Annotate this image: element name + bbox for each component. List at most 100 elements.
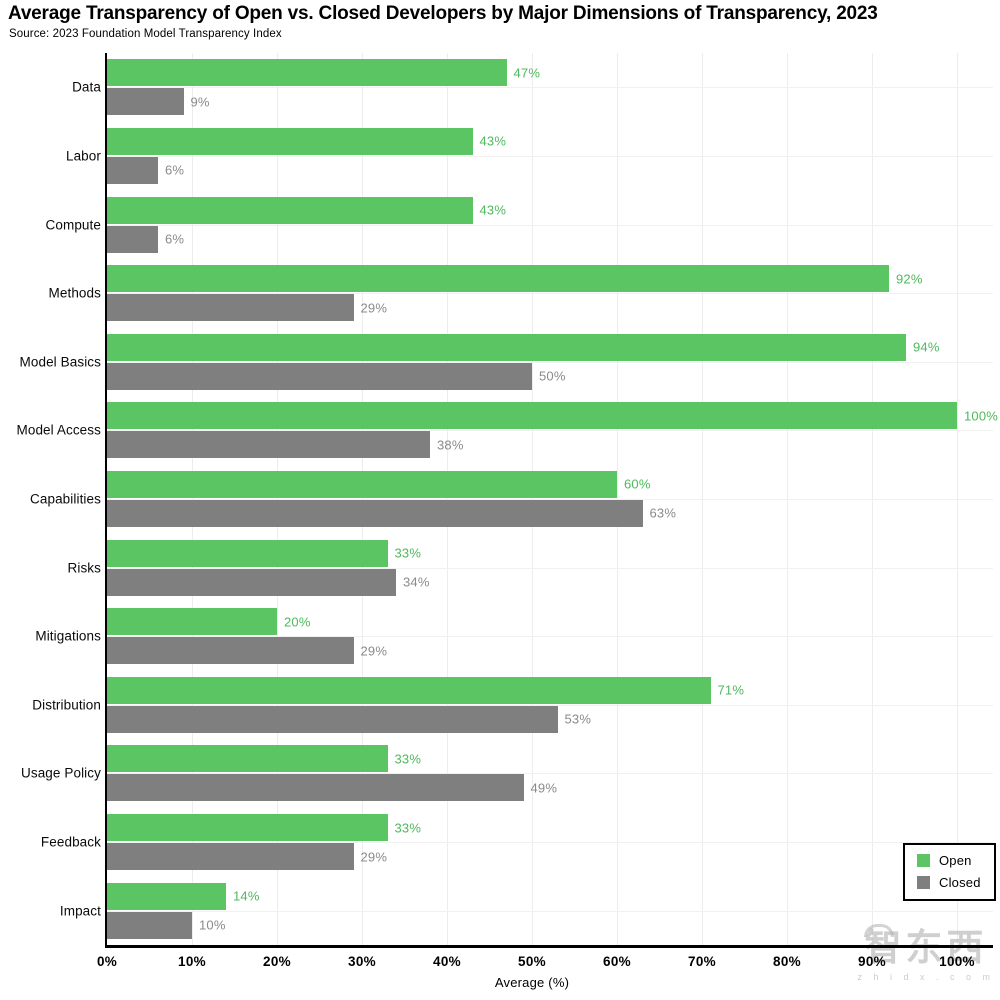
category-label: Capabilities [30,491,101,507]
legend-label: Closed [939,875,981,890]
bar-closed: 53% [107,705,591,733]
value-label: 33% [394,751,422,767]
bar-open: 43% [107,127,506,155]
x-tick-label: 100% [939,954,975,969]
value-label: 6% [165,231,185,247]
horizontal-gridline [107,430,993,432]
horizontal-gridline [107,636,993,638]
bar-open: 43% [107,196,506,224]
x-axis-line [105,945,993,948]
bar-group: 100% 38% [107,396,998,465]
bar-open: 100% [107,402,998,430]
bar-group: 71% 53% [107,671,993,740]
plot-area: 47% 9% 43% 6% 43% 6% 92% 29% 94% 50% 100% 38% 60% 63%… [105,53,998,948]
bars-stack: 43% 6% [107,127,993,184]
value-label: 47% [513,65,541,81]
horizontal-gridline [107,842,993,844]
value-label: 92% [896,271,923,287]
bar-closed: 63% [107,499,676,527]
bar-open: 33% [107,814,421,842]
value-label: 50% [539,368,566,384]
x-tick-label: 60% [603,954,631,969]
bar-open: 33% [107,745,421,773]
bar-group: 92% 29% [107,259,993,328]
bar-group: 33% 49% [107,739,993,808]
horizontal-gridline [107,361,993,363]
bar-group: 60% 63% [107,465,993,534]
value-label: 43% [479,202,507,218]
bars-stack: 43% 6% [107,196,993,253]
bar-group: 14% 10% [107,876,993,945]
bar-open: 14% [107,882,259,910]
bar-closed: 49% [107,774,557,802]
value-label: 53% [564,711,592,727]
legend-swatch-icon [917,854,930,867]
x-axis-title: Average (%) [494,975,570,990]
horizontal-gridline [107,773,993,775]
watermark-subtext: z h i d x . c o m [857,972,995,982]
category-label: Labor [65,148,101,164]
horizontal-gridline [107,910,993,912]
value-label: 71% [717,682,745,698]
bars-stack: 47% 9% [107,59,993,116]
value-label: 6% [165,162,185,178]
bar-group: 94% 50% [107,327,993,396]
value-label: 9% [190,94,210,110]
value-label: 33% [394,545,422,561]
bars-stack: 100% 38% [107,402,998,459]
bar-open: 20% [107,608,310,636]
bar-group: 43% 6% [107,190,993,259]
x-tick-label: 50% [518,954,546,969]
category-label: Distribution [32,697,101,713]
value-label: 29% [360,300,388,316]
horizontal-gridline [107,224,993,226]
x-tick-label: 70% [688,954,716,969]
x-tick-label: 30% [348,954,376,969]
value-label: 29% [360,849,388,865]
x-tick-label: 10% [178,954,206,969]
horizontal-gridline [107,567,993,569]
category-label: Usage Policy [21,765,101,781]
y-axis-line [105,53,107,945]
category-labels-column: Data Labor Compute Methods Model Basics Model… [0,53,104,945]
bar-open: 60% [107,470,650,498]
bars-stack: 33% 49% [107,745,993,802]
bar-closed: 29% [107,637,387,665]
x-tick-label: 20% [263,954,291,969]
category-label: Impact [59,903,101,919]
horizontal-gridline [107,293,993,295]
category-label: Compute [45,217,101,233]
bar-open: 47% [107,59,540,87]
bars-stack: 92% 29% [107,265,993,322]
horizontal-gridline [107,499,993,500]
category-label: Model Basics [19,354,101,370]
legend-item-open: Open [917,853,984,868]
bar-closed: 50% [107,362,565,390]
value-label: 49% [530,780,558,796]
bar-closed: 10% [107,911,225,939]
x-tick-label: 40% [433,954,461,969]
bar-group: 43% 6% [107,122,993,191]
value-label: 34% [403,574,430,590]
category-label: Risks [67,560,101,576]
bar-closed: 38% [107,431,463,459]
horizontal-gridline [107,87,993,89]
x-tick-label: 90% [858,954,886,969]
legend: Open Closed [903,843,996,901]
category-label: Model Access [16,422,101,438]
value-label: 38% [437,437,464,453]
bars-stack: 33% 34% [107,539,993,596]
bar-closed: 6% [107,156,184,184]
bars-stack: 60% 63% [107,470,993,527]
x-axis-ticks: 0% 10% 20% 30% 40% 50% 60% 70% 80% 90% 100% [0,954,1000,972]
value-label: 100% [964,408,999,424]
value-label: 94% [913,339,940,355]
bar-open: 94% [107,333,939,361]
value-label: 10% [199,917,226,933]
bars-stack: 94% 50% [107,333,993,390]
value-label: 63% [649,505,677,521]
bar-closed: 29% [107,294,387,322]
horizontal-gridline [107,704,993,706]
bar-group: 33% 34% [107,533,993,602]
bar-open: 92% [107,265,922,293]
